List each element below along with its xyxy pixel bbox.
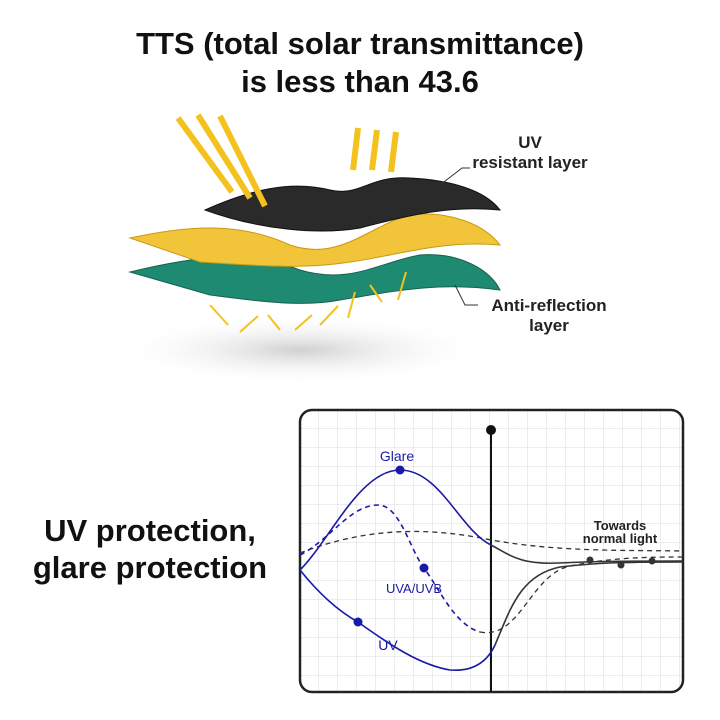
graph-label: UV <box>378 637 398 653</box>
graph <box>298 408 685 694</box>
layer-illustration <box>110 113 502 385</box>
heading-line: UV protection, <box>44 513 256 548</box>
layer-label: layer <box>529 316 569 335</box>
title-line: is less than 43.6 <box>241 64 479 99</box>
graph-label: Towards <box>594 518 647 533</box>
heading-line: glare protection <box>33 550 267 585</box>
graph-label: Glare <box>380 448 414 464</box>
layer-label: Anti-reflection <box>491 296 606 315</box>
graph-label: UVA/UVB <box>386 581 442 596</box>
graph-label: normal light <box>583 531 658 546</box>
title-line: TTS (total solar transmittance) <box>136 26 584 61</box>
layer-label: UV <box>518 133 542 152</box>
layer-label: resistant layer <box>472 153 588 172</box>
